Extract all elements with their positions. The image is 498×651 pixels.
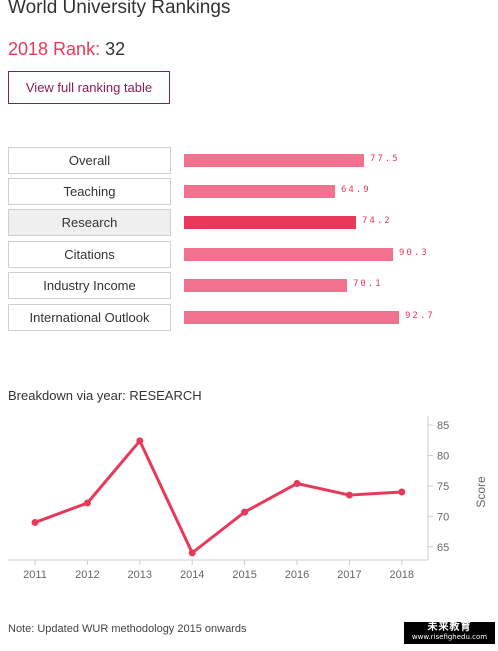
watermark-text: 未来教育: [427, 622, 472, 633]
data-point-2011: [31, 518, 39, 526]
metric-button-overall[interactable]: Overall: [8, 147, 171, 174]
metric-score-overall: 77.5: [370, 154, 400, 164]
methodology-note: Note: Updated WUR methodology 2015 onwar…: [8, 623, 247, 635]
metric-score-citations: 90.3: [399, 248, 429, 258]
y-axis-title: Score: [474, 476, 488, 508]
x-tick-label: 2011: [23, 569, 47, 581]
metric-button-research[interactable]: Research: [8, 209, 171, 236]
metric-bar-overall: [184, 154, 364, 167]
watermark-url: www.risefighedu.com: [411, 633, 488, 641]
data-point-2016: [293, 480, 301, 488]
x-tick-label: 2012: [75, 569, 99, 581]
data-point-2018: [398, 488, 406, 496]
y-tick-label: 80: [437, 451, 449, 463]
y-tick-label: 75: [437, 481, 449, 493]
x-tick-label: 2017: [337, 569, 361, 581]
x-tick-label: 2015: [232, 569, 256, 581]
metric-score-international-outlook: 92.7: [405, 311, 435, 321]
metric-bar-international-outlook: [184, 311, 399, 324]
y-tick-label: 85: [437, 420, 449, 432]
metric-button-citations[interactable]: Citations: [8, 241, 171, 268]
metric-button-international-outlook[interactable]: International Outlook: [8, 304, 171, 331]
metric-button-teaching[interactable]: Teaching: [8, 178, 171, 205]
metric-bar-citations: [184, 248, 393, 261]
metric-score-research: 74.2: [362, 216, 392, 226]
x-tick-label: 2014: [180, 569, 204, 581]
x-tick-label: 2016: [285, 569, 309, 581]
year-breakdown-chart: 65 70 75 80 85 Score 2011 2012 2013 2014 2015 2016 2…: [8, 416, 488, 581]
metric-bar-teaching: [184, 185, 335, 198]
metric-score-teaching: 64.9: [341, 185, 371, 195]
watermark-logo: 未来教育 www.risefighedu.com: [404, 622, 495, 644]
rank-label: 2018 Rank:: [8, 39, 101, 59]
page-title: World University Rankings: [8, 0, 231, 18]
x-tick-label: 2018: [390, 569, 414, 581]
data-point-2017: [345, 491, 353, 499]
metric-bar-industry-income: [184, 279, 347, 292]
data-point-2012: [83, 499, 91, 507]
rank-line: 2018 Rank: 32: [8, 39, 125, 60]
research-series-line: [33, 439, 404, 555]
data-point-2013: [136, 437, 144, 445]
data-point-2015: [241, 508, 249, 516]
rank-value: 32: [105, 39, 126, 59]
view-full-ranking-button[interactable]: View full ranking table: [8, 71, 170, 104]
data-point-2014: [188, 549, 196, 557]
y-tick-label: 65: [437, 542, 449, 554]
metric-bar-research: [184, 216, 356, 229]
x-tick-label: 2013: [128, 569, 152, 581]
breakdown-title: Breakdown via year: RESEARCH: [8, 388, 202, 403]
metric-button-industry-income[interactable]: Industry Income: [8, 272, 171, 299]
metric-score-industry-income: 70.1: [353, 279, 383, 289]
y-tick-label: 70: [437, 511, 449, 523]
